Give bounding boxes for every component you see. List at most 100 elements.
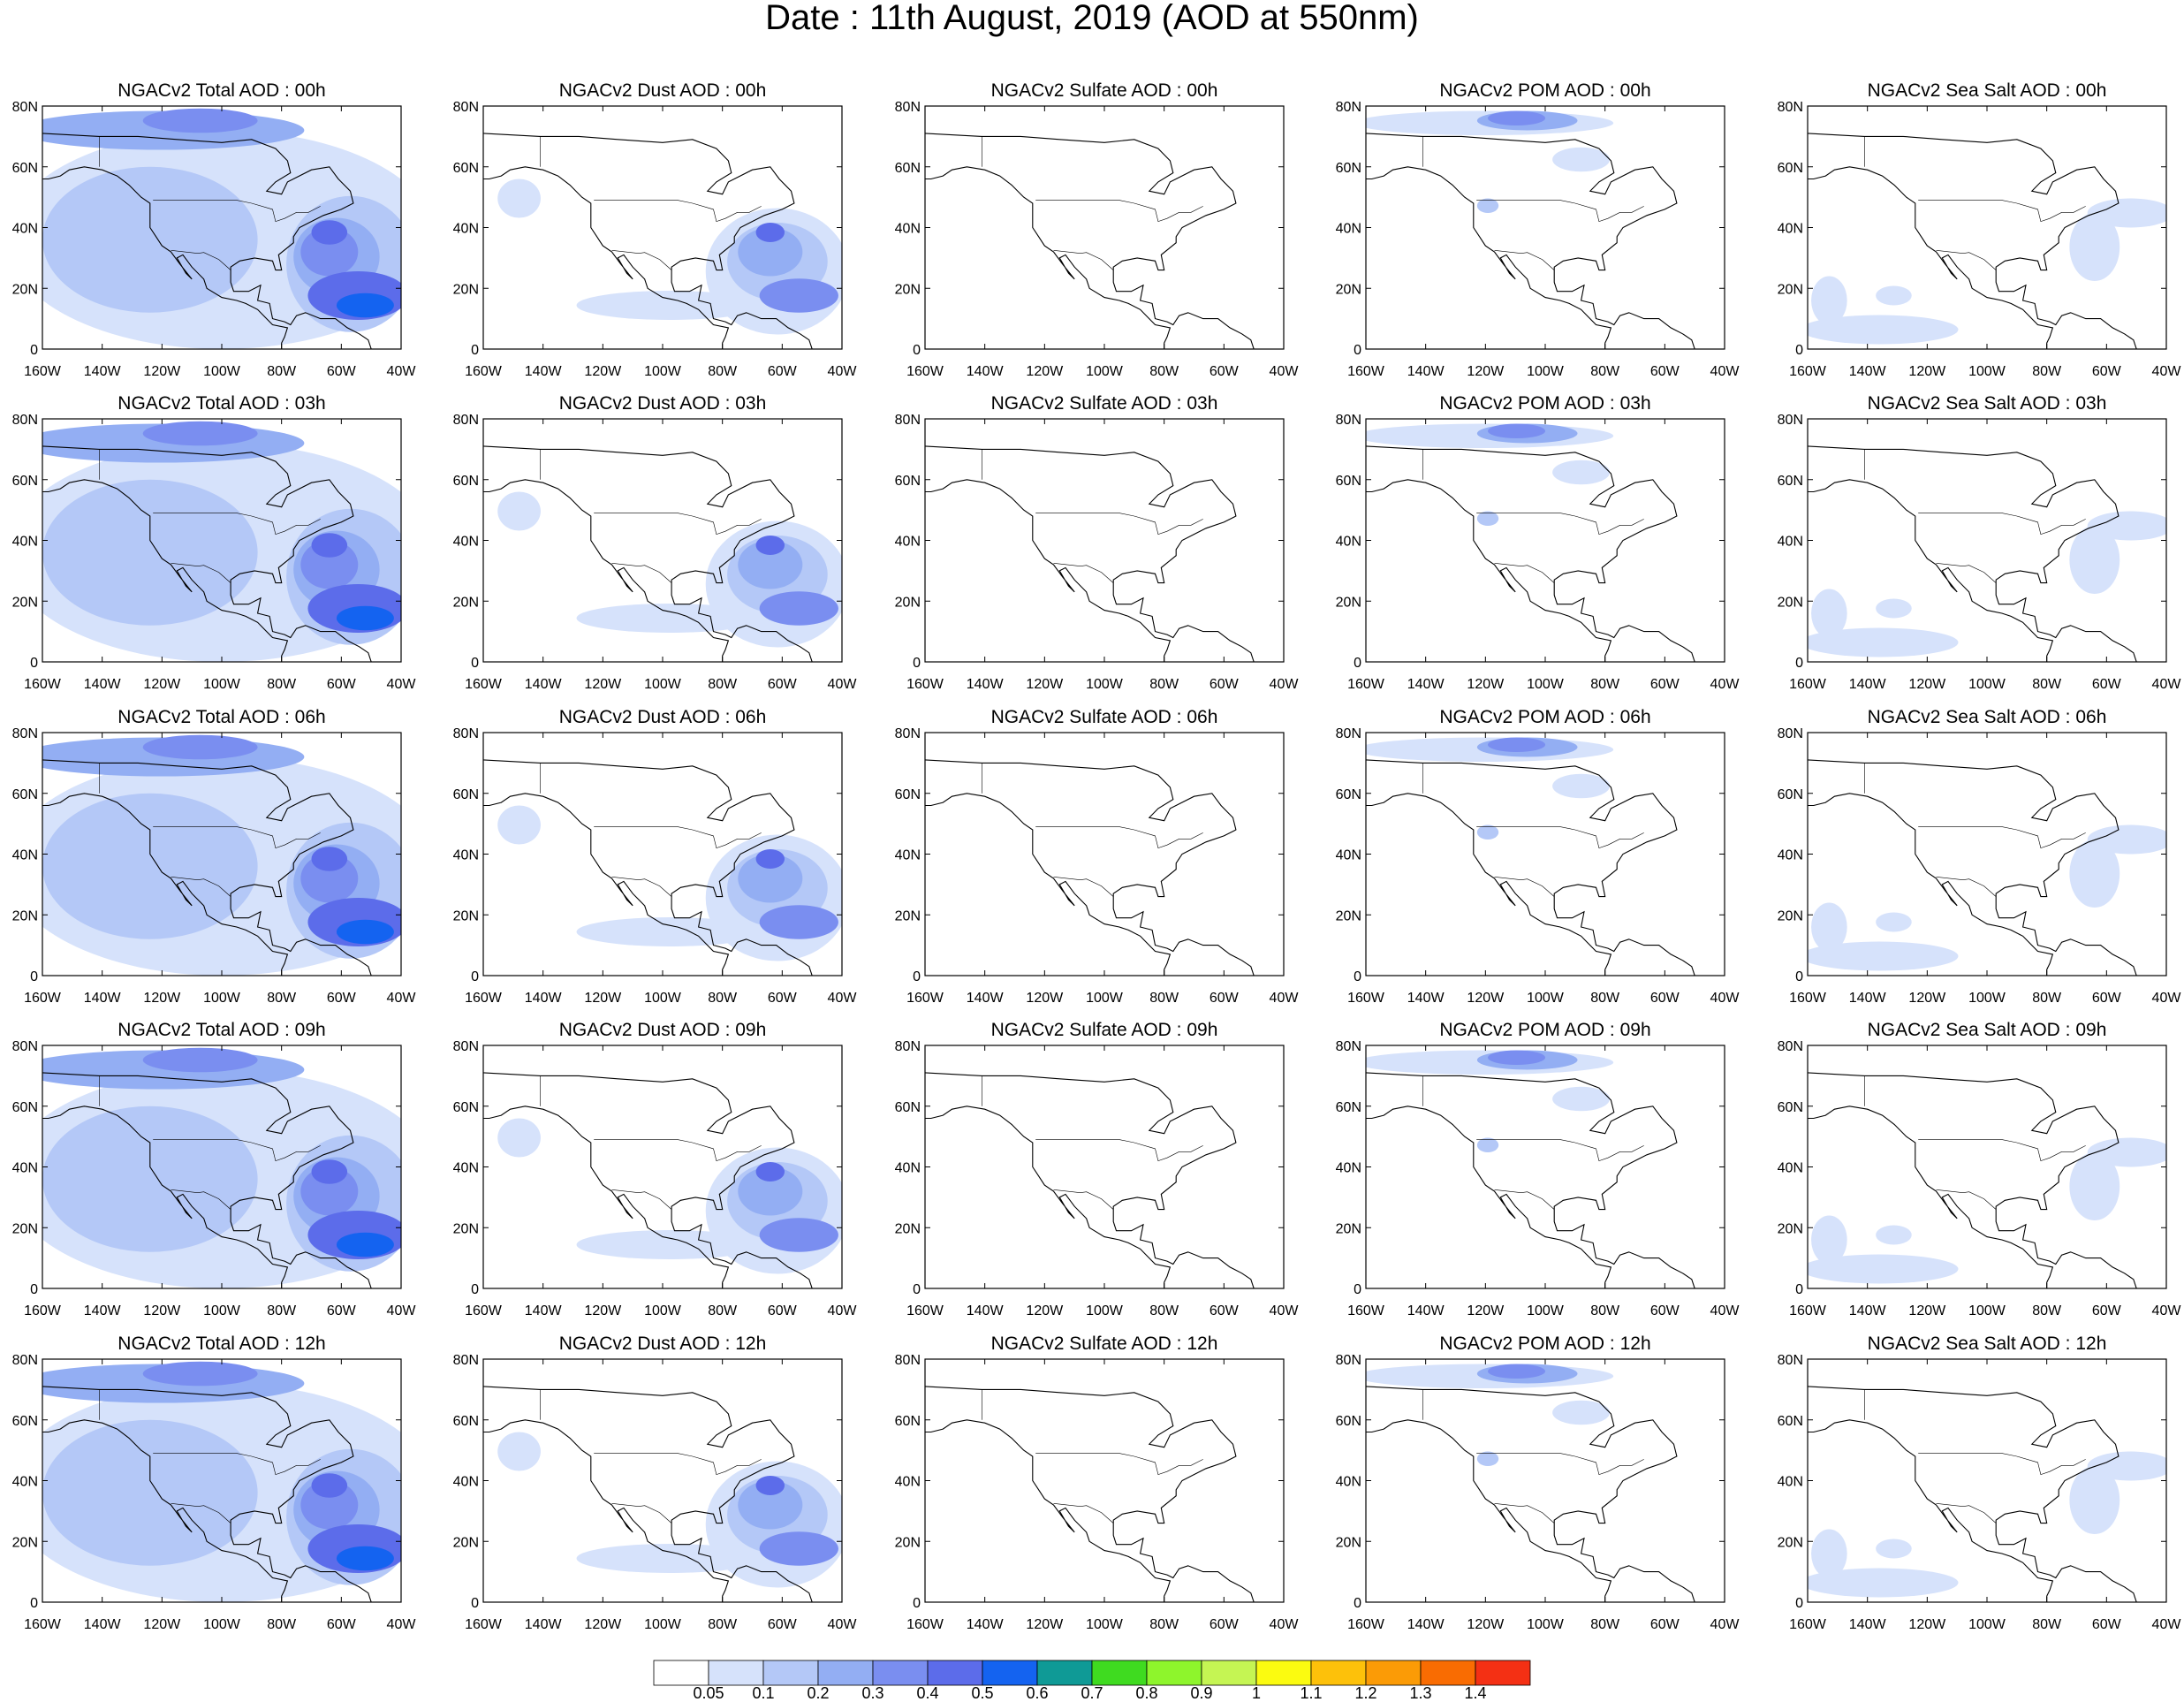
lon-tick-label: 140W xyxy=(84,677,122,692)
aod-shading xyxy=(497,805,842,961)
country-border xyxy=(171,877,231,897)
lon-tick-label: 60W xyxy=(1650,364,1680,379)
colorbar: 0.05 0.1 0.2 0.3 0.4 0.5 0.6 0.7 0.8 0.9 1 1.1 1.2 1.… xyxy=(653,1660,1531,1702)
lon-tick-label: 140W xyxy=(967,364,1005,379)
lat-tick-label: 80N xyxy=(453,1353,479,1368)
lat-tick-label: 0 xyxy=(1795,1596,1803,1611)
country-border xyxy=(1918,513,2086,535)
lat-tick-label: 40N xyxy=(1778,222,1803,237)
country-border xyxy=(1494,1503,1555,1523)
map-panel: NGACv2 Sulfate AOD : 03h 0 20N 40N 60N 80N 160… xyxy=(895,393,1300,692)
colorbar-swatch xyxy=(982,1660,1038,1686)
aod-shading xyxy=(1366,737,1614,840)
lon-tick-label: 120W xyxy=(1467,1303,1505,1318)
lon-tick-label: 120W xyxy=(1467,991,1505,1006)
lat-tick-label: 60N xyxy=(12,474,38,489)
lon-tick-label: 60W xyxy=(2092,677,2122,692)
lat-tick-label: 40N xyxy=(1336,1161,1361,1176)
lon-tick-label: 60W xyxy=(2092,991,2122,1006)
lon-tick-label: 140W xyxy=(84,1617,122,1632)
lon-tick-label: 80W xyxy=(708,991,738,1006)
lon-tick-label: 140W xyxy=(525,364,563,379)
panel-title: NGACv2 Dust AOD : 09h xyxy=(559,1020,767,1040)
country-border xyxy=(1053,250,1114,270)
country-border xyxy=(153,513,321,535)
aod-contour xyxy=(1808,1254,1959,1284)
aod-shading xyxy=(42,1047,401,1288)
aod-contour xyxy=(336,1546,394,1571)
lon-tick-label: 80W xyxy=(267,991,297,1006)
aod-contour xyxy=(1552,773,1611,799)
panel-title: NGACv2 Sulfate AOD : 06h xyxy=(991,707,1218,727)
map-background xyxy=(925,419,1284,662)
map-panel: NGACv2 POM AOD : 12h 0 20N 40N 60N 80N 160W 140… xyxy=(1336,1333,1740,1632)
aod-shading xyxy=(42,108,401,349)
aod-contour xyxy=(142,1361,258,1387)
aod-contour xyxy=(1476,1451,1499,1466)
lat-tick-label: 20N xyxy=(453,1221,479,1236)
coastline xyxy=(1808,1072,2137,1288)
lat-tick-label: 40N xyxy=(12,1161,38,1176)
aod-shading xyxy=(42,421,401,662)
lat-tick-label: 40N xyxy=(895,1161,921,1176)
lat-tick-label: 40N xyxy=(1778,535,1803,550)
aod-contour xyxy=(1552,1086,1611,1112)
lat-tick-label: 40N xyxy=(1336,535,1361,550)
figure-title: Date : 11th August, 2019 (AOD at 550nm) xyxy=(765,0,1419,37)
lat-tick-label: 60N xyxy=(1778,161,1803,176)
lat-tick-label: 0 xyxy=(1795,1282,1803,1297)
colorbar-label: 1.2 xyxy=(1354,1684,1376,1702)
lon-tick-label: 100W xyxy=(1086,1617,1124,1632)
colorbar-label: 0.6 xyxy=(1026,1684,1048,1702)
lon-tick-label: 40W xyxy=(1710,1617,1740,1632)
lon-tick-label: 40W xyxy=(387,677,417,692)
aod-shading xyxy=(42,1361,401,1602)
country-border xyxy=(153,1453,321,1475)
lat-tick-label: 60N xyxy=(453,1100,479,1115)
lon-tick-label: 160W xyxy=(1347,364,1385,379)
map-panel: NGACv2 Sea Salt AOD : 06h 0 20N 40N 60N 80N 16… xyxy=(1778,707,2182,1006)
lon-tick-label: 120W xyxy=(143,1617,181,1632)
lon-tick-label: 120W xyxy=(584,677,622,692)
aod-contour xyxy=(336,1232,394,1258)
lon-tick-label: 100W xyxy=(1527,677,1565,692)
lon-tick-label: 80W xyxy=(1149,677,1179,692)
coastline xyxy=(1366,133,1695,349)
aod-contour xyxy=(1552,147,1611,172)
map-panel: NGACv2 Total AOD : 00h 0 20N 40N 60N 80N 160W 1… xyxy=(12,80,417,379)
map-panel: NGACv2 POM AOD : 09h 0 20N 40N 60N 80N 160W 140… xyxy=(1336,1020,1740,1318)
coastline xyxy=(42,1072,372,1288)
lon-tick-label: 100W xyxy=(1086,1303,1124,1318)
map-panel: NGACv2 Total AOD : 06h 0 20N 40N 60N 80N 160W 1… xyxy=(12,707,417,1006)
lon-tick-label: 140W xyxy=(525,1303,563,1318)
lon-tick-label: 140W xyxy=(1849,1303,1887,1318)
lat-tick-label: 80N xyxy=(453,726,479,741)
map-panel: NGACv2 Total AOD : 12h 0 20N 40N 60N 80N 160W 1… xyxy=(12,1333,417,1632)
aod-contour xyxy=(759,1218,838,1252)
lon-tick-label: 40W xyxy=(1270,364,1300,379)
aod-shading xyxy=(1366,423,1614,526)
lat-tick-label: 60N xyxy=(1778,1414,1803,1429)
lat-tick-label: 60N xyxy=(12,787,38,802)
coastline xyxy=(483,133,813,349)
lon-tick-label: 60W xyxy=(327,1617,357,1632)
lon-tick-label: 140W xyxy=(1407,1617,1445,1632)
panel-title: NGACv2 Total AOD : 12h xyxy=(118,1333,325,1354)
aod-contour xyxy=(576,291,763,320)
aod-contour xyxy=(1876,598,1912,619)
aod-contour xyxy=(1476,511,1499,526)
lat-tick-label: 40N xyxy=(895,1475,921,1490)
lat-tick-label: 80N xyxy=(453,413,479,428)
aod-contour xyxy=(2069,840,2120,908)
aod-contour xyxy=(759,591,838,626)
lon-tick-label: 100W xyxy=(203,991,241,1006)
lon-tick-label: 60W xyxy=(2092,1617,2122,1632)
map-panel: NGACv2 Dust AOD : 03h 0 20N 40N 60N 80N 160W 14… xyxy=(453,393,858,692)
lat-tick-label: 20N xyxy=(895,282,921,297)
lon-tick-label: 60W xyxy=(1650,1303,1680,1318)
aod-contour xyxy=(738,1166,803,1216)
aod-contour xyxy=(759,278,838,313)
lon-tick-label: 140W xyxy=(1407,677,1445,692)
lat-tick-label: 20N xyxy=(1778,282,1803,297)
lon-tick-label: 40W xyxy=(1710,1303,1740,1318)
